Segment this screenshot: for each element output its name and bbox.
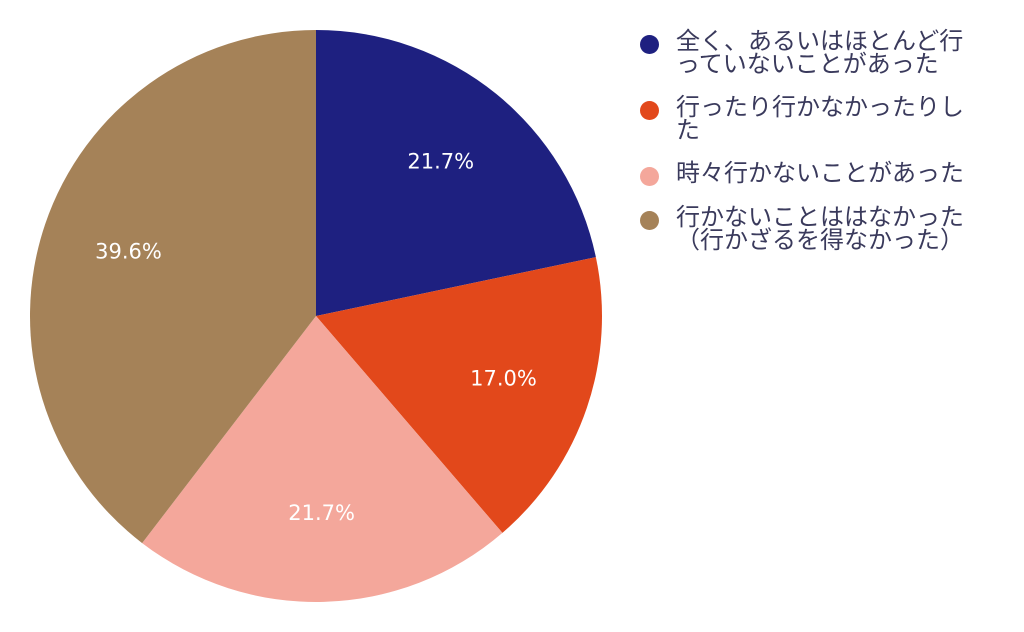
pie-slice-value-label: 21.7%	[288, 501, 355, 525]
legend-marker-icon	[640, 101, 659, 120]
legend-label: 時々行かないことがあった	[676, 159, 964, 187]
pie-slice	[142, 316, 503, 602]
pie-slice-labels: 21.7% 17.0% 21.7% 39.6%	[95, 149, 537, 525]
pie-slice-value-label: 21.7%	[407, 149, 474, 173]
legend-item: 全く、あるいはほとんど行っていないことがあった	[640, 27, 1010, 78]
legend-marker-icon	[640, 167, 659, 186]
legend-label: 行ったり行かなかったりした	[676, 93, 964, 144]
legend-item: 行かないことははなかった（行かざるを得なかった）	[640, 203, 1010, 254]
legend-marker-icon	[640, 35, 659, 54]
pie-slices	[30, 30, 602, 602]
pie-slice-value-label: 39.6%	[95, 239, 162, 263]
legend-item: 行ったり行かなかったりした	[640, 93, 1010, 144]
pie-slice	[30, 30, 317, 544]
pie-slice	[316, 30, 596, 316]
pie-chart: 21.7% 17.0% 21.7% 39.6%	[30, 30, 602, 602]
legend-marker-icon	[640, 211, 659, 230]
pie-slice-value-label: 17.0%	[470, 367, 537, 391]
pie-slice	[316, 257, 602, 533]
legend-item: 時々行かないことがあった	[640, 159, 1010, 187]
legend: 全く、あるいはほとんど行っていないことがあった 行ったり行かなかったりした 時々…	[640, 27, 1010, 272]
legend-label: 行かないことははなかった（行かざるを得なかった）	[676, 203, 964, 254]
legend-label: 全く、あるいはほとんど行っていないことがあった	[676, 27, 964, 78]
